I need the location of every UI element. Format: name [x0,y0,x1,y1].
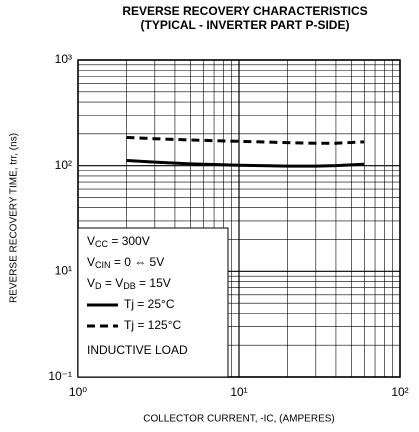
x-tick-label: 10¹ [230,385,247,399]
subscript: CIN [95,260,111,270]
subscript: DB [123,281,136,291]
subscript: CC [95,239,108,249]
data-line [126,158,365,168]
x-tick-label: 10⁰ [69,385,87,399]
x-axis-label: COLLECTOR CURRENT, -IC, (AMPERES) [143,414,335,425]
condition-text: VCIN = 0 ⇔ 5V [87,255,164,270]
y-tick-label: 10³ [55,52,72,66]
y-tick-label: 10² [55,158,72,172]
condition-text: VD = VDB = 15V [87,276,171,291]
text-part: V [87,234,95,248]
legend-label: Tj = 25°C [124,297,175,311]
text-part: = 300V [108,234,150,248]
condition-text: VCC = 300V [87,234,150,249]
y-axis-label: REVERSE RECOVERY TIME, trr, (ns) [9,133,20,303]
text-part: = V [102,276,124,290]
data-line [126,135,365,145]
text-part: = 15V [136,276,171,290]
legend-label: Tj = 125°C [124,318,181,332]
legend-box [77,227,229,378]
subscript: D [95,281,102,291]
y-tick-label: 10⁻¹ [48,369,72,383]
x-tick-label: 10² [391,385,408,399]
plot-frame [77,59,401,378]
text-part: = 0 ⇔ 5V [111,255,165,269]
text-part: V [87,255,95,269]
chart-title: REVERSE RECOVERY CHARACTERISTICS [122,4,367,18]
note: INDUCTIVE LOAD [87,343,188,357]
chart-title: (TYPICAL - INVERTER PART P-SIDE) [141,18,350,32]
y-tick-label: 10¹ [55,264,72,278]
text-part: V [87,276,95,290]
